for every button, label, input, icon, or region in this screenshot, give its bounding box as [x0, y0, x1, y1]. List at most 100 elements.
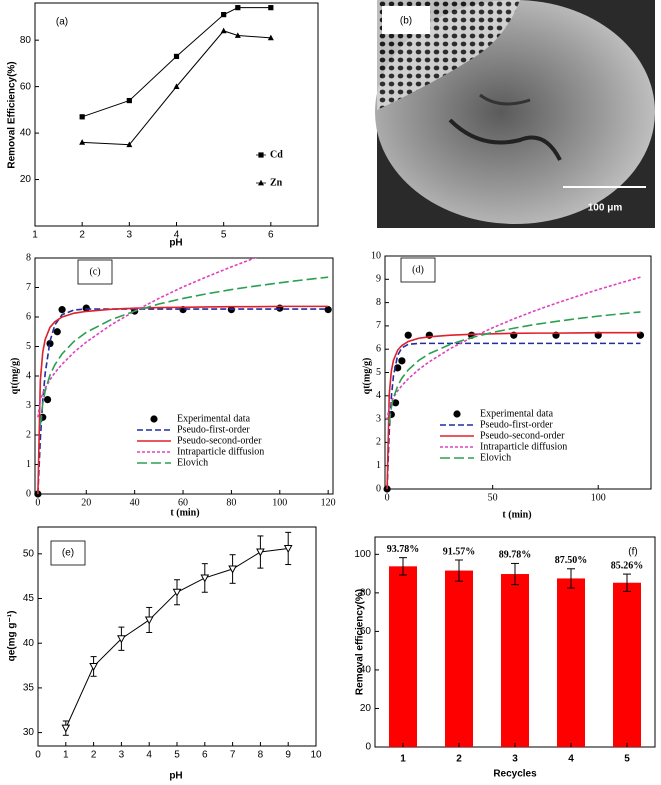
- sem-crack: [479, 93, 531, 106]
- x-axis-label: t (min): [170, 507, 199, 518]
- y-tick-label: 60: [360, 626, 372, 637]
- data-point: [150, 415, 158, 423]
- y-tick-label: 0: [26, 488, 31, 499]
- bar: [557, 578, 585, 747]
- x-tick-label: 1: [63, 750, 69, 761]
- error-bar: [399, 557, 407, 576]
- x-tick-label: 20: [81, 497, 91, 508]
- x-tick-label: 80: [226, 497, 236, 508]
- y-tick-label: 80: [360, 588, 372, 599]
- y-axis-label: qe(mg g⁻¹): [7, 611, 18, 662]
- bar: [445, 570, 473, 747]
- x-tick-label: 5: [221, 230, 227, 241]
- value-label: 89.78%: [499, 550, 532, 561]
- value-label: 91.57%: [443, 546, 476, 557]
- y-tick-label: 20: [360, 703, 372, 714]
- series-line: [386, 342, 641, 489]
- legend-label: Intraparticle diffusion: [480, 441, 567, 452]
- series-line: [82, 7, 271, 118]
- y-tick-label: 50: [23, 548, 35, 559]
- legend-label: Pseudo-second-order: [480, 430, 565, 441]
- y-tick-label: 7: [376, 320, 381, 331]
- y-tick-label: 80: [20, 35, 32, 46]
- panel-label: (c): [89, 266, 100, 277]
- x-tick-label: 10: [310, 750, 322, 761]
- y-tick-label: 40: [23, 638, 35, 649]
- y-tick-label: 0: [365, 742, 371, 753]
- data-point: [234, 32, 241, 38]
- data-point: [126, 97, 132, 104]
- x-tick-label: 60: [178, 497, 188, 508]
- data-point: [79, 139, 86, 145]
- data-point: [144, 616, 154, 625]
- series-line: [388, 311, 641, 424]
- y-tick-label: 30: [23, 727, 35, 738]
- x-tick-label: 9: [285, 750, 291, 761]
- data-point: [256, 548, 265, 557]
- plot-frame: [34, 2, 319, 227]
- y-tick-label: 100: [354, 549, 371, 560]
- x-axis-label: t (min): [502, 509, 531, 520]
- x-tick-label: 6: [202, 750, 208, 761]
- legend-label: Pseudo-second-order: [177, 435, 262, 446]
- y-axis-label: Removal Efficiency(%): [7, 61, 18, 168]
- data-point: [173, 53, 180, 60]
- panel-label-box: [382, 6, 430, 34]
- x-tick-label: 8: [258, 750, 264, 761]
- panel: 0 20 40 60 80 100 Recycles Removal efficiency(%…: [354, 536, 656, 780]
- x-tick-label: 2: [456, 754, 462, 765]
- y-tick-label: 4: [376, 390, 381, 401]
- scale-label: 100 μm: [588, 203, 623, 214]
- legend-label: Cd: [270, 149, 283, 160]
- bar: [613, 582, 641, 747]
- legend-label: Intraparticle diffusion: [177, 446, 264, 457]
- y-tick-label: 20: [20, 174, 32, 185]
- x-tick-label: 5: [624, 754, 630, 765]
- x-tick-label: 4: [568, 754, 574, 765]
- data-point: [117, 635, 126, 644]
- bar: [389, 566, 417, 747]
- value-label: 87.50%: [555, 555, 588, 566]
- panel: 20 40 60 80 1 2 3 4 5 6 pH Removal Efficiency(%) (a)…: [7, 2, 319, 249]
- data-point: [172, 588, 182, 597]
- data-point: [53, 328, 61, 336]
- x-tick-label: 3: [127, 230, 133, 241]
- value-label: 85.26%: [611, 560, 644, 571]
- data-point: [453, 410, 461, 418]
- data-point: [79, 114, 85, 120]
- data-point: [268, 5, 274, 11]
- y-tick-label: 45: [23, 593, 35, 604]
- y-tick-label: 1: [376, 460, 381, 471]
- data-point: [258, 179, 264, 186]
- bar: [501, 574, 529, 747]
- x-tick-label: 0: [35, 750, 41, 761]
- data-point: [61, 724, 71, 733]
- error-bar: [511, 562, 519, 586]
- y-tick-label: 35: [23, 683, 35, 694]
- x-tick-label: 3: [119, 750, 125, 761]
- error-bar: [623, 573, 631, 592]
- panel-label: (d): [412, 264, 424, 275]
- series-line: [37, 258, 258, 418]
- x-tick-label: 100: [272, 497, 287, 508]
- x-tick-label: 120: [321, 497, 336, 508]
- data-point: [126, 141, 133, 148]
- panel-label-box: [50, 540, 86, 566]
- y-tick-label: 10: [371, 250, 381, 261]
- y-tick-label: 40: [20, 128, 32, 139]
- y-tick-label: 0: [376, 483, 381, 494]
- panel-label: (e): [62, 548, 74, 559]
- x-tick-label: 2: [91, 750, 97, 761]
- data-point: [283, 544, 293, 554]
- x-tick-label: 4: [174, 230, 180, 241]
- x-tick-label: 0: [385, 492, 390, 503]
- x-tick-label: 7: [230, 750, 236, 761]
- data-point: [221, 12, 227, 18]
- data-point: [89, 662, 98, 671]
- x-tick-label: 6: [268, 230, 274, 241]
- legend-label: Zn: [270, 177, 283, 188]
